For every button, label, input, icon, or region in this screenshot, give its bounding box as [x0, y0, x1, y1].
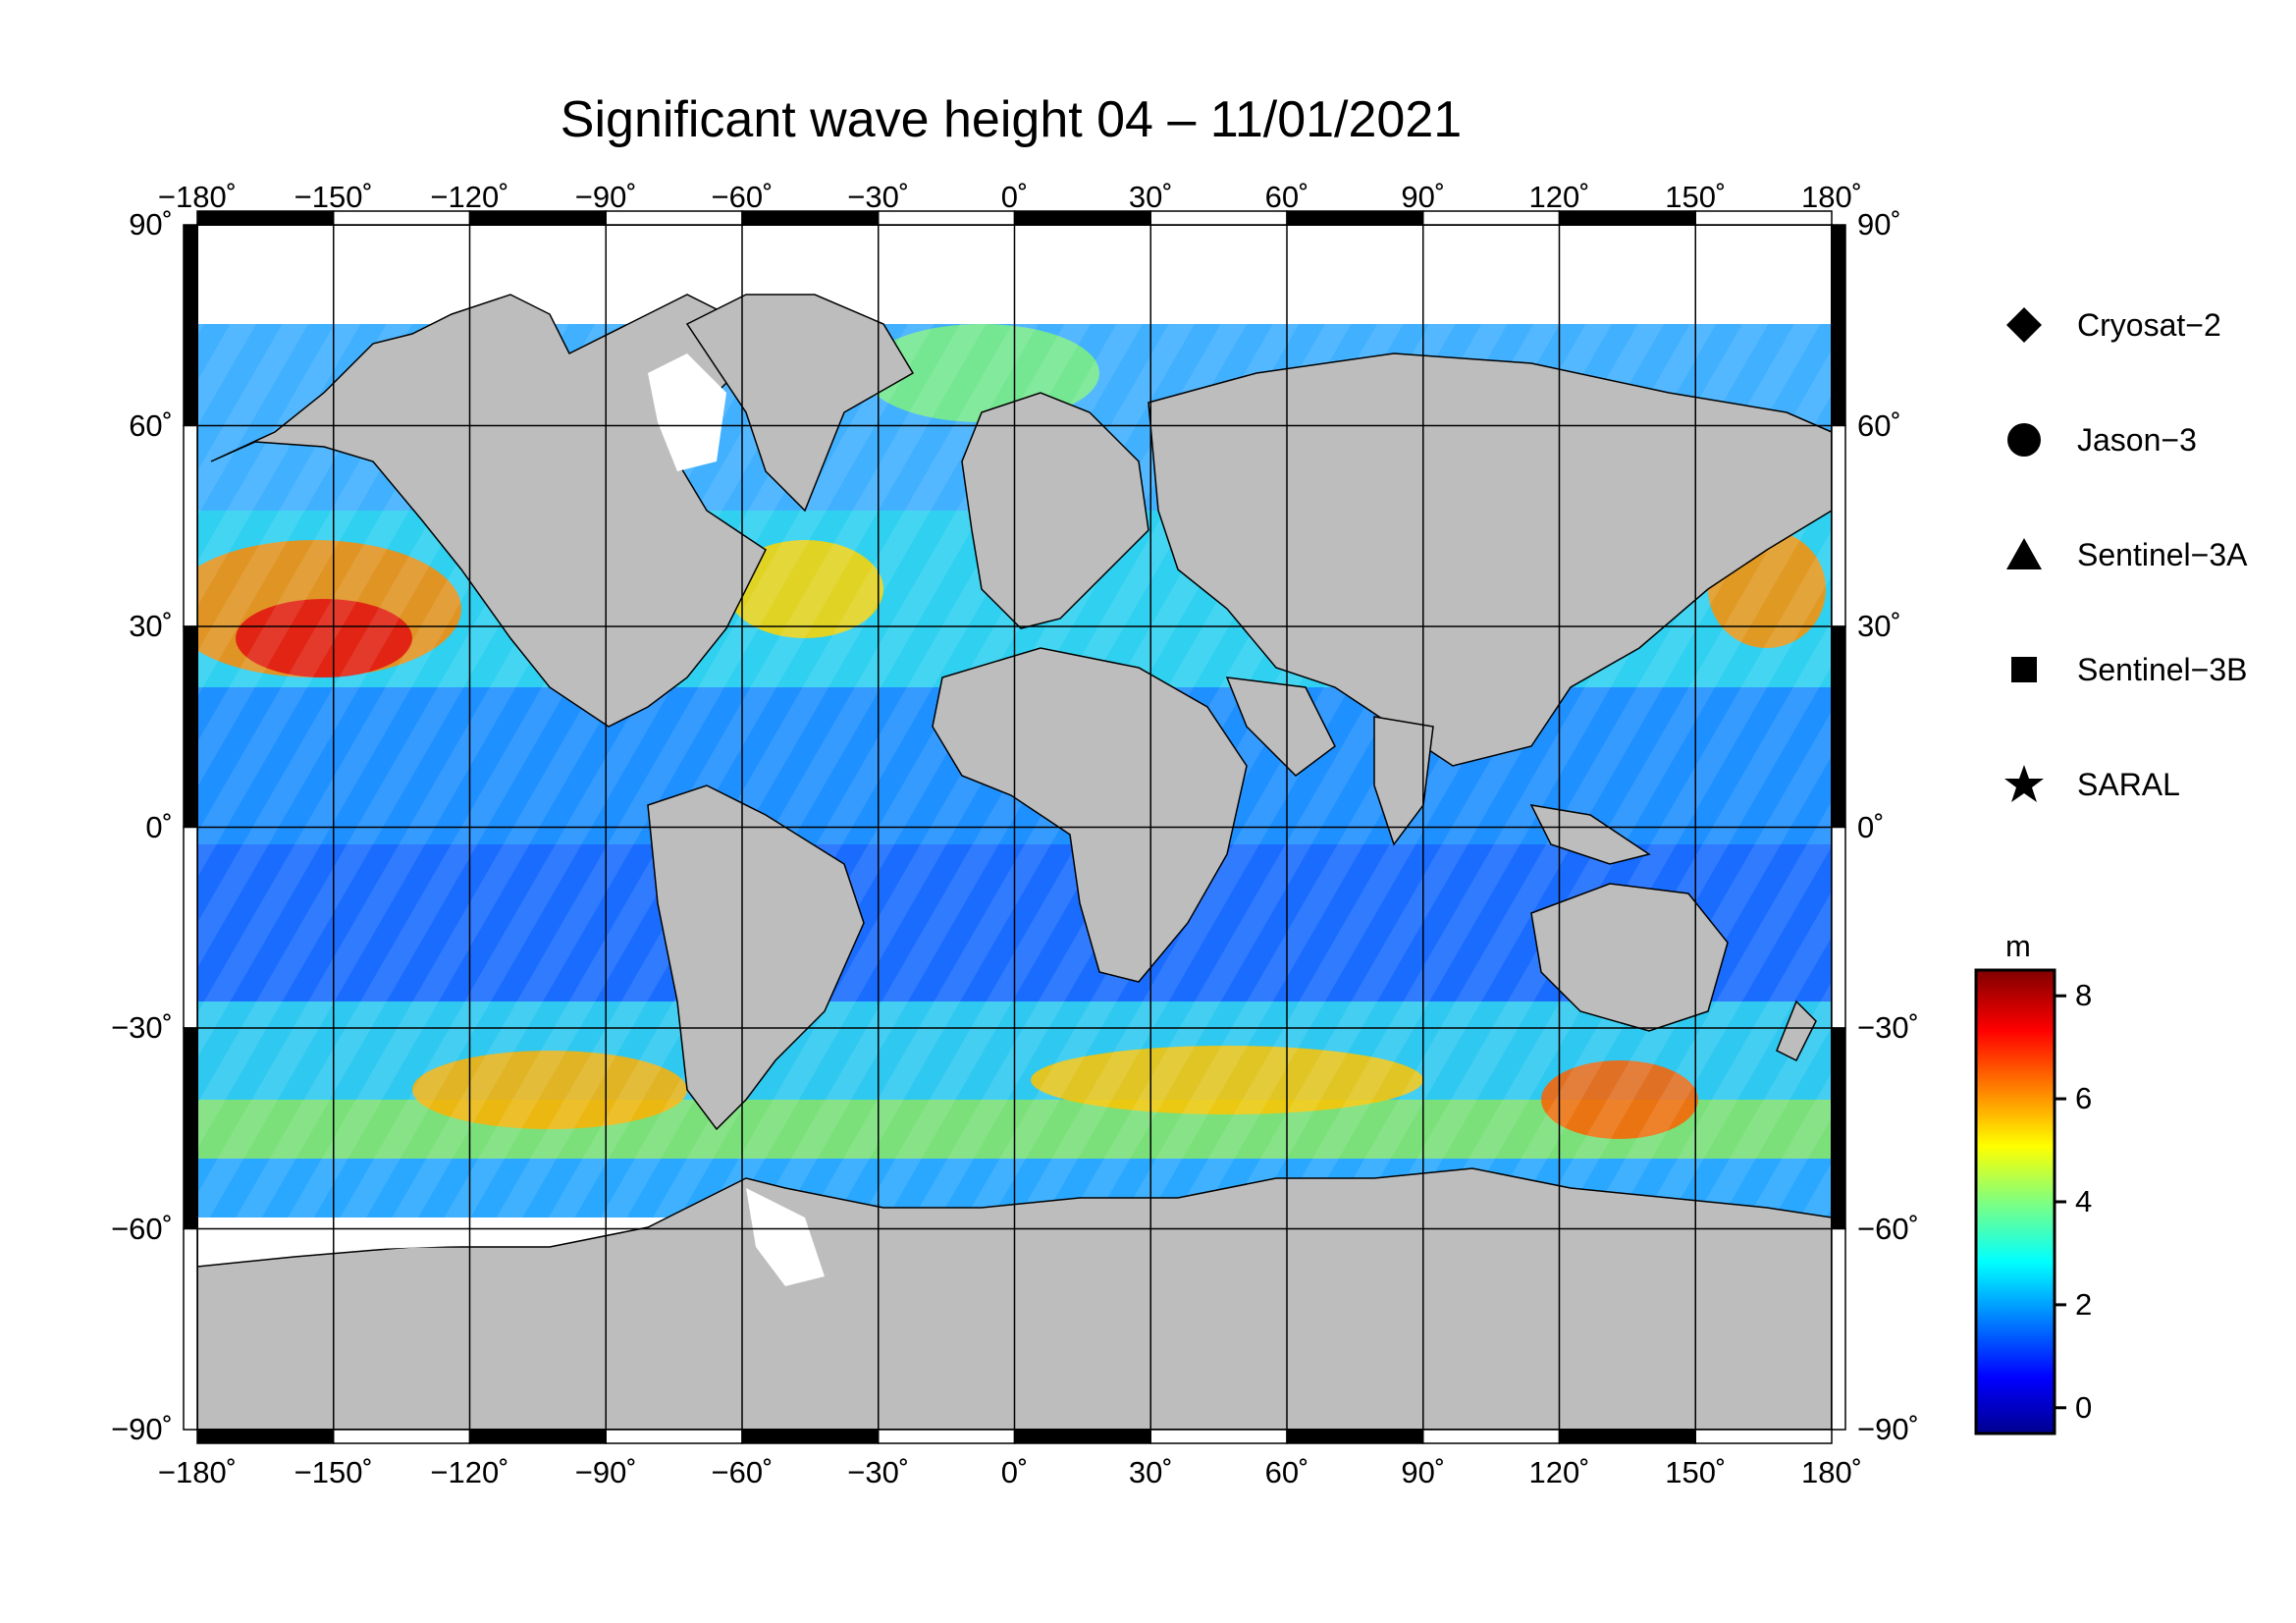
lon-tick-label-top: 120˚	[1528, 180, 1590, 214]
colorbar-tick-label: 4	[2075, 1184, 2093, 1218]
lat-tick-label-right: 90˚	[1857, 207, 1901, 242]
lon-tick-label-bottom: 180˚	[1800, 1455, 1863, 1489]
lat-tick-label-right: −30˚	[1857, 1010, 1919, 1045]
colorbar-tick-label: 0	[2075, 1389, 2093, 1425]
legend-item: Sentinel−3B	[2002, 645, 2247, 694]
legend-label: SARAL	[2077, 766, 2180, 802]
lon-tick-label-bottom: −150˚	[294, 1455, 373, 1489]
lon-tick-label-top: −150˚	[294, 180, 373, 214]
lon-tick-label-top: −60˚	[711, 180, 774, 214]
lon-tick-label-top: 150˚	[1665, 180, 1727, 214]
lat-tick-label-left: 90˚	[129, 207, 173, 242]
lat-tick-label-left: −60˚	[111, 1211, 173, 1246]
lon-tick-label-bottom: −120˚	[430, 1455, 509, 1489]
circle-icon	[2007, 423, 2041, 457]
triangle-icon	[2006, 538, 2042, 569]
lat-tick-label-left: −90˚	[111, 1412, 173, 1446]
lon-tick-label-top: −90˚	[574, 180, 637, 214]
lon-tick-label-bottom: −60˚	[711, 1455, 774, 1489]
lon-tick-label-bottom: 150˚	[1665, 1455, 1727, 1489]
lat-tick-label-left: −30˚	[111, 1010, 173, 1045]
star-icon	[2004, 765, 2044, 802]
legend-label: Cryosat−2	[2077, 306, 2221, 343]
lat-tick-label-right: −90˚	[1857, 1412, 1919, 1446]
ice-regions	[211, 353, 825, 1286]
lon-tick-label-bottom: 0˚	[1000, 1455, 1029, 1489]
legend-label: Jason−3	[2077, 421, 2197, 458]
lat-tick-label-right: 0˚	[1857, 809, 1885, 844]
lon-tick-label-top: 180˚	[1800, 180, 1863, 214]
lat-tick-label-left: 0˚	[145, 809, 173, 844]
lat-tick-label-right: −60˚	[1857, 1211, 1919, 1246]
colorbar-tick-label: 6	[2075, 1081, 2093, 1116]
lon-tick-label-bottom: −180˚	[157, 1455, 238, 1489]
lon-tick-label-bottom: 120˚	[1528, 1455, 1590, 1489]
square-icon	[2011, 657, 2037, 682]
lat-tick-label-left: 30˚	[129, 609, 173, 643]
lat-tick-label-right: 60˚	[1857, 407, 1901, 443]
legend-item: Sentinel−3A	[2002, 530, 2247, 579]
graticule	[197, 225, 1832, 1430]
lon-tick-label-top: 90˚	[1401, 180, 1446, 214]
lon-tick-label-top: 0˚	[1000, 180, 1029, 214]
lat-tick-label-left: 60˚	[129, 407, 173, 443]
legend-item: SARAL	[2002, 760, 2180, 809]
lon-tick-label-top: −30˚	[847, 180, 910, 214]
colorbar-unit-label: m	[2005, 929, 2031, 963]
lon-tick-label-top: −120˚	[430, 180, 509, 214]
lon-tick-label-top: −180˚	[157, 180, 238, 214]
lon-tick-label-bottom: −90˚	[574, 1455, 637, 1489]
legend-label: Sentinel−3B	[2077, 651, 2248, 687]
lon-tick-label-top: 30˚	[1128, 180, 1173, 214]
legend-item: Cryosat−2	[2002, 300, 2221, 350]
lon-tick-label-bottom: −30˚	[847, 1455, 910, 1489]
legend-item: Jason−3	[2002, 415, 2197, 464]
lon-tick-label-bottom: 60˚	[1264, 1455, 1309, 1489]
map-title: Significant wave height 04 – 11/01/2021	[560, 91, 1463, 148]
lon-tick-label-bottom: 90˚	[1401, 1455, 1446, 1489]
colorbar-tick-label: 2	[2075, 1286, 2093, 1322]
diamond-icon	[2006, 307, 2042, 343]
legend-label: Sentinel−3A	[2077, 536, 2248, 572]
colorbar-tick-label: 8	[2075, 978, 2093, 1013]
lat-tick-label-right: 30˚	[1857, 609, 1901, 643]
lon-tick-label-top: 60˚	[1264, 180, 1309, 214]
lon-tick-label-bottom: 30˚	[1128, 1455, 1173, 1489]
